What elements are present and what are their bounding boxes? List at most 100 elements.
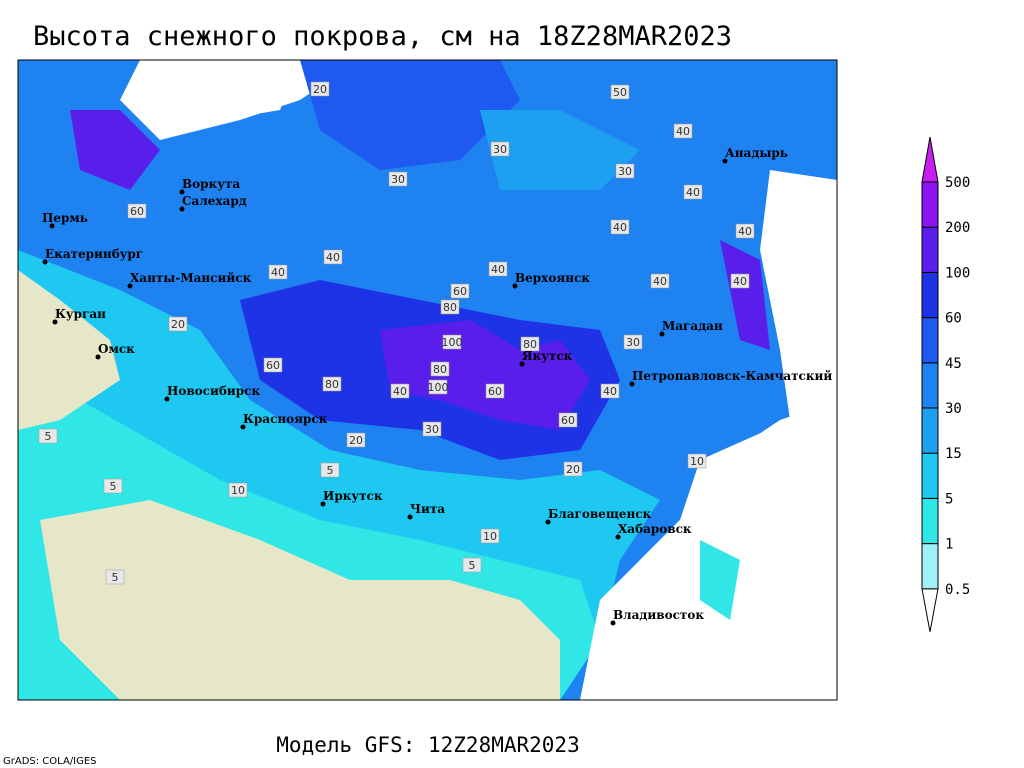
colorbar-segment (921, 362, 939, 409)
map-label: 10 (690, 455, 704, 468)
map-label-box (388, 171, 408, 187)
map-label-box (490, 141, 510, 157)
map-label: 100 (442, 336, 463, 349)
city-label: Анадырь (725, 146, 788, 160)
colorbar-label: 100 (945, 265, 970, 281)
city-dot (179, 206, 185, 212)
map-area (18, 60, 837, 700)
map-label-box (228, 482, 248, 498)
colorbar-label: 45 (945, 356, 962, 372)
colorbar-label: 30 (945, 401, 962, 417)
map-label: 40 (676, 125, 690, 138)
city-label: Екатеринбург (45, 247, 143, 261)
map-label-box (563, 461, 583, 477)
city-dot (722, 158, 728, 164)
city-label: Хабаровск (618, 522, 692, 536)
map-label: 30 (391, 173, 405, 186)
city-dot (545, 519, 551, 525)
map-label: 60 (561, 414, 575, 427)
colorbar-label: 60 (945, 311, 962, 327)
map-label: 40 (491, 263, 505, 276)
colorbar-segment (921, 543, 939, 590)
map-label-box (390, 383, 410, 399)
colorbar-segment (921, 317, 939, 364)
city-label: Петропавловск-Камчатский (632, 369, 832, 383)
map-label: 80 (325, 378, 339, 391)
colorbar-segment (921, 407, 939, 454)
city-dot (240, 424, 246, 430)
map-label-box (673, 123, 693, 139)
colorbar-label: 1 (945, 537, 953, 553)
map-label-box (488, 261, 508, 277)
map-label-box (440, 299, 460, 315)
city-label: Пермь (42, 211, 88, 225)
cities: Пермь Екатеринбург Ханты-Мансийск Курган Омс… (42, 146, 832, 626)
colorbar-label: 0.5 (945, 582, 970, 598)
colorbar-segment (921, 271, 939, 319)
map-label: 100 (428, 381, 449, 394)
map-label: 30 (493, 143, 507, 156)
map-label: 20 (171, 318, 185, 331)
city-dot (519, 361, 525, 367)
city-dot (407, 514, 413, 520)
map-label-box (105, 569, 125, 585)
city-dot (610, 620, 616, 626)
map-label-box (38, 428, 58, 444)
map-label: 5 (110, 480, 117, 493)
city-label: Якутск (522, 349, 573, 363)
map-label-box (450, 283, 470, 299)
map-label-box (480, 528, 500, 544)
map-label: 5 (112, 571, 119, 584)
map-label-box (127, 203, 147, 219)
map-label: 40 (686, 186, 700, 199)
map-label: 5 (45, 430, 52, 443)
map-label-box (263, 357, 283, 373)
map-label-box (683, 184, 703, 200)
map-label: 80 (523, 338, 537, 351)
map-label-box (462, 557, 482, 573)
map-label-box (422, 421, 442, 437)
map-label-box (615, 163, 635, 179)
city-label: Красноярск (243, 412, 328, 426)
colorbar-segment (921, 497, 939, 545)
map-label: 40 (653, 275, 667, 288)
map-label-box (520, 336, 540, 352)
map-label: 80 (433, 363, 447, 376)
colorbar-label: 200 (945, 220, 970, 236)
map-label-box (623, 334, 643, 350)
map-label: 20 (313, 83, 327, 96)
map-label: 40 (326, 251, 340, 264)
city-label: Владивосток (613, 608, 704, 622)
city-dot (179, 189, 185, 195)
map-label-box (442, 334, 462, 350)
map-label-box (103, 478, 123, 494)
map-label: 40 (393, 385, 407, 398)
city-dot (164, 396, 170, 402)
map-label: 60 (130, 205, 144, 218)
map-labels: 20 30 30 50 40 40 60 40 40 30 40 40 60 80 100 80 80 100 80… (38, 81, 755, 585)
colorbar-segment (921, 226, 939, 273)
footer: Модель GFS: 12Z28MAR2023 (276, 733, 579, 757)
map-label: 10 (231, 484, 245, 497)
map-label-box (428, 379, 448, 395)
map-label: 5 (469, 559, 476, 572)
map-label: 30 (425, 423, 439, 436)
map-label-box (610, 84, 630, 100)
map-label-box (430, 361, 450, 377)
map-label-box (310, 81, 330, 97)
map-label: 40 (271, 266, 285, 279)
map-label: 60 (266, 359, 280, 372)
map-label: 40 (603, 385, 617, 398)
city-dot (659, 331, 665, 337)
map-label-box (687, 453, 707, 469)
colorbar-label: 15 (945, 446, 962, 462)
colorbar-segment (921, 452, 939, 499)
map-label-box (322, 376, 342, 392)
city-dot (320, 501, 326, 507)
city-dot (95, 354, 101, 360)
map-label: 40 (738, 225, 752, 238)
city-label: Салехард (182, 194, 247, 208)
city-dot (512, 283, 518, 289)
